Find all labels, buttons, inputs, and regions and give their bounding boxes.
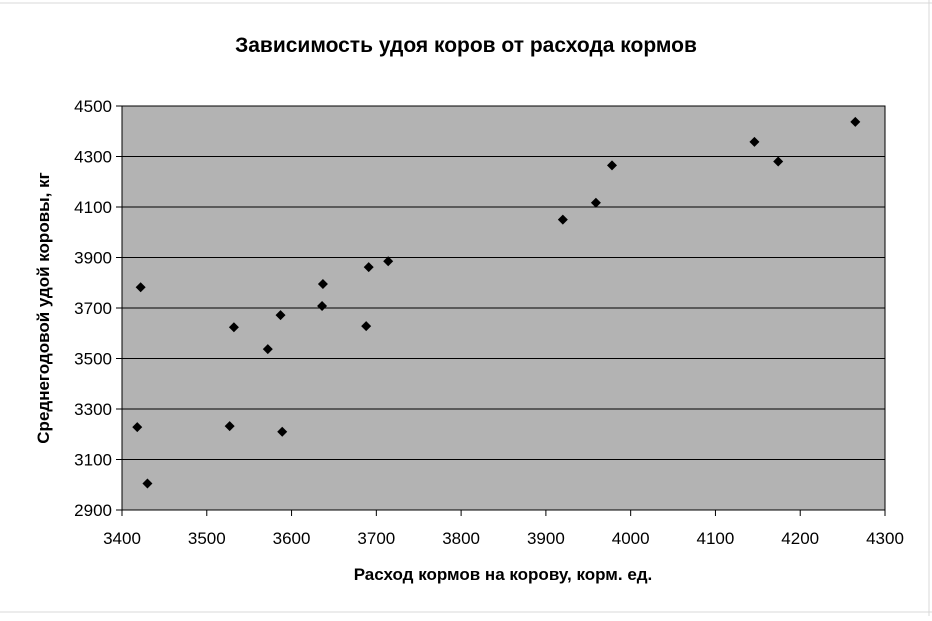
x-tick-label: 3900 bbox=[527, 529, 565, 548]
y-axis-label: Среднегодовой удой коровы, кг bbox=[34, 172, 53, 443]
y-tick-label: 3500 bbox=[74, 350, 112, 369]
data-point bbox=[142, 478, 153, 489]
data-point bbox=[262, 344, 273, 355]
data-point bbox=[361, 321, 372, 332]
y-axis-ticks: 2900 3100 3300 3500 3700 3900 4100 4300 4500 bbox=[74, 97, 122, 520]
y-tick-label: 4100 bbox=[74, 198, 112, 217]
data-point bbox=[557, 214, 568, 225]
data-point bbox=[132, 422, 143, 433]
x-tick-label: 3500 bbox=[188, 529, 226, 548]
data-point bbox=[850, 116, 861, 127]
data-point bbox=[275, 310, 286, 321]
y-tick-label: 3900 bbox=[74, 249, 112, 268]
x-tick-label: 4200 bbox=[781, 529, 819, 548]
x-tick-label: 3400 bbox=[103, 529, 141, 548]
data-point bbox=[224, 421, 235, 432]
data-point bbox=[383, 256, 394, 267]
y-tick-label: 3700 bbox=[74, 299, 112, 318]
data-point bbox=[317, 300, 328, 311]
y-tick-label: 3300 bbox=[74, 400, 112, 419]
y-tick-label: 4300 bbox=[74, 148, 112, 167]
data-point bbox=[363, 262, 374, 273]
x-tick-label: 4000 bbox=[612, 529, 650, 548]
x-axis-ticks: 3400 3500 3600 3700 3800 3900 4000 4100 4200 4300 bbox=[103, 510, 904, 548]
data-point bbox=[749, 136, 760, 147]
x-tick-label: 3700 bbox=[357, 529, 395, 548]
x-axis-label: Расход кормов на корову, корм. ед. bbox=[354, 565, 653, 584]
x-tick-label: 3800 bbox=[442, 529, 480, 548]
data-point bbox=[277, 426, 288, 437]
data-points bbox=[132, 116, 861, 489]
y-tick-label: 4500 bbox=[74, 97, 112, 116]
y-tick-label: 3100 bbox=[74, 451, 112, 470]
y-tick-label: 2900 bbox=[74, 501, 112, 520]
data-point bbox=[607, 160, 618, 171]
data-point bbox=[317, 279, 328, 290]
x-tick-label: 3600 bbox=[273, 529, 311, 548]
horizontal-gridlines bbox=[122, 156, 885, 460]
x-tick-label: 4100 bbox=[697, 529, 735, 548]
data-point bbox=[228, 322, 239, 333]
chart-title: Зависимость удоя коров от расхода кормов bbox=[235, 34, 697, 57]
data-point bbox=[773, 156, 784, 167]
x-tick-label: 4300 bbox=[866, 529, 904, 548]
data-point bbox=[590, 197, 601, 208]
data-point bbox=[135, 282, 146, 293]
